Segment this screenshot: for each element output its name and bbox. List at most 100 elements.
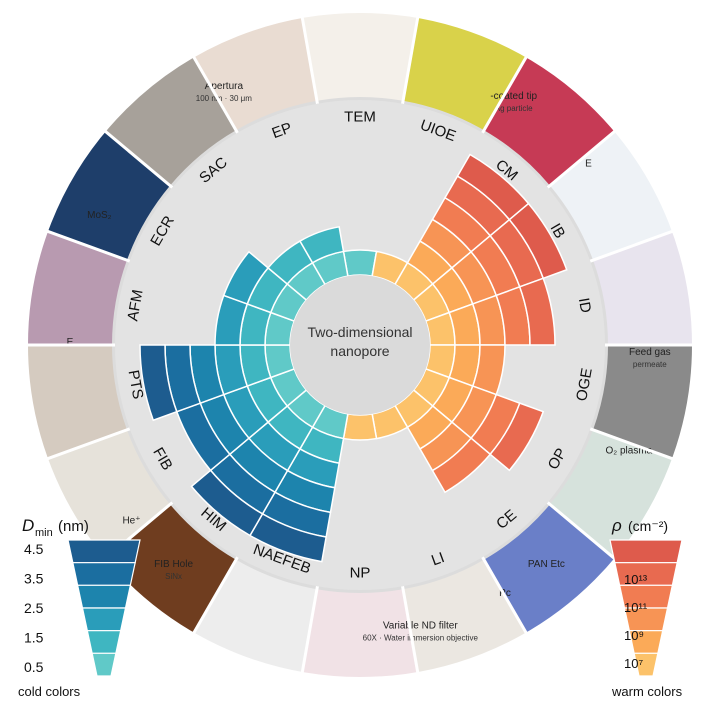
image-tile <box>403 559 527 673</box>
legend-density-tick: 10¹¹ <box>624 600 648 615</box>
bar-afm <box>214 294 296 346</box>
image-tile <box>302 11 418 101</box>
bar-oge <box>424 344 506 396</box>
bar-ep <box>298 225 349 286</box>
svg-text:-coated tip: -coated tip <box>490 91 537 102</box>
image-tile <box>47 429 171 560</box>
label-oge: OGE <box>573 367 596 403</box>
image-tile <box>549 429 673 560</box>
svg-text:Variable ND filter: Variable ND filter <box>383 621 459 632</box>
image-tile <box>403 17 527 131</box>
bar-band <box>518 277 556 346</box>
legend-band <box>67 539 141 564</box>
bar-np <box>342 413 378 441</box>
legend-dmin-unit: (nm) <box>58 518 89 535</box>
image-snippet: MoS₂ <box>87 210 112 221</box>
bar-band <box>342 249 378 277</box>
svg-text:E: E <box>585 158 592 169</box>
image-tile <box>27 231 127 345</box>
svg-text:permeate: permeate <box>633 360 667 369</box>
image-tile <box>593 231 693 345</box>
label-pts: PTS <box>125 369 147 401</box>
svg-text:He⁺: He⁺ <box>122 516 140 527</box>
legend-density-tick: 10¹³ <box>624 572 648 587</box>
image-snippet: He⁺ <box>122 516 140 527</box>
image-snippet: PAN Etc <box>528 559 565 570</box>
image-tile <box>484 504 616 634</box>
bar-band <box>222 250 270 305</box>
svg-text:Feed gas: Feed gas <box>629 347 671 358</box>
legend-density-tick: 10⁷ <box>624 656 643 671</box>
bar-band <box>298 225 345 264</box>
image-snippet: Apertura 100 nm · 30 μm <box>196 81 253 103</box>
svg-text:O₂ plasma: O₂ plasma <box>606 446 653 457</box>
image-tile <box>593 345 693 459</box>
bar-fib <box>175 367 308 472</box>
svg-text:100 nm · 30 μm: 100 nm · 30 μm <box>196 94 253 103</box>
center-disc <box>290 275 430 415</box>
image-snippets: Apertura 100 nm · 30 μm -coated tip Ag part… <box>27 11 693 679</box>
legend-band <box>609 539 683 564</box>
legend-dmin-sub: min <box>35 527 53 539</box>
svg-text:SiNx: SiNx <box>165 572 182 581</box>
bar-id <box>424 277 556 346</box>
label-id: ID <box>575 297 594 315</box>
image-snippet: Variable ND filter 60X · Water immersion … <box>363 621 479 643</box>
image-tile <box>47 130 171 261</box>
bar-band <box>139 344 178 422</box>
label-ep: EP <box>270 119 295 142</box>
bar-pts <box>139 344 296 422</box>
legend-dmin-tick: 1.5 <box>24 630 44 646</box>
image-tile <box>27 345 127 459</box>
image-snippet: E <box>67 337 74 348</box>
ring-separators <box>25 11 695 679</box>
center-title-line1: Two-dimensional <box>307 324 412 340</box>
image-tile <box>549 130 673 261</box>
svg-text:60X · Water immersion objectiv: 60X · Water immersion objective <box>363 634 479 643</box>
legend-band <box>81 607 127 632</box>
legend-dmin-tick: 3.5 <box>24 571 44 587</box>
image-tile <box>484 56 616 186</box>
bar-band <box>190 469 264 537</box>
bar-band <box>508 202 568 280</box>
image-snippet: Feed gas permeate <box>629 347 671 369</box>
image-snippet: E <box>585 158 592 169</box>
image-tile <box>302 589 418 679</box>
legend-dmin-tick: 0.5 <box>24 659 44 675</box>
legend-band <box>76 584 132 609</box>
legend-density: ρ (cm⁻²) 10¹³ 10¹¹ 10⁹ 10⁷ warm colors <box>609 516 683 699</box>
legend-band <box>91 652 117 677</box>
legend-density-title: ρ <box>611 516 622 535</box>
svg-text:Ag particle: Ag particle <box>495 104 533 113</box>
svg-text:PAN Etc: PAN Etc <box>528 559 565 570</box>
legend-dmin-caption: cold colors <box>18 684 81 699</box>
image-tile <box>104 56 237 186</box>
image-snippet: FIB Hole SiNx <box>154 559 193 581</box>
label-li: LI <box>429 549 447 569</box>
svg-text:Apertura: Apertura <box>205 81 244 92</box>
center-title-line2: nanopore <box>330 343 389 359</box>
legend-density-tick: 10⁹ <box>624 628 644 643</box>
legend-band <box>72 562 136 586</box>
legend-dmin-tick: 2.5 <box>24 600 44 616</box>
legend-band <box>86 630 122 654</box>
label-tem: TEM <box>344 109 376 126</box>
radial-bars <box>139 153 568 563</box>
image-tile <box>104 504 237 634</box>
image-tile <box>193 559 317 673</box>
svg-text:E: E <box>67 337 74 348</box>
legend-band <box>633 652 659 677</box>
bar-ib <box>412 202 568 323</box>
legend-dmin-title: D <box>22 516 34 535</box>
bar-tem <box>342 249 378 277</box>
bar-band <box>342 413 378 441</box>
svg-text:MoS₂: MoS₂ <box>87 210 112 221</box>
bar-cm <box>393 153 530 302</box>
legend-density-unit: (cm⁻²) <box>628 518 668 534</box>
legend-dmin: D min (nm) 4.5 3.5 2.5 1.5 0.5 cold colors <box>18 516 141 699</box>
svg-text:FIB Hole: FIB Hole <box>154 559 193 570</box>
label-np: NP <box>350 565 371 582</box>
legend-dmin-tick: 4.5 <box>24 541 44 557</box>
image-snippet: -coated tip Ag particle <box>490 91 537 113</box>
